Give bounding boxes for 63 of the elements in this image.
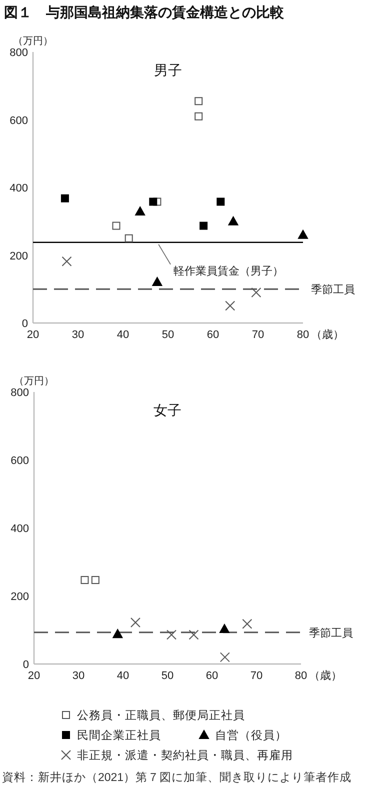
point	[298, 230, 308, 239]
x-tick-label: 30	[72, 329, 84, 341]
text: 男子	[154, 62, 182, 78]
x-axis-title: （歳）	[309, 669, 342, 682]
point	[228, 216, 238, 226]
x-tick-label: 20	[26, 329, 40, 341]
point	[188, 630, 199, 640]
point	[62, 256, 72, 266]
x-tick-label: 50	[162, 329, 174, 341]
point	[251, 288, 262, 298]
x-tick-label: 30	[72, 670, 85, 682]
x-tick-label: 80	[296, 329, 310, 341]
point	[130, 618, 140, 628]
y-tick-label: 0	[22, 659, 29, 671]
x-tick-label: 20	[28, 670, 40, 682]
x-tick-label: 40	[116, 670, 130, 682]
point	[149, 198, 158, 206]
legend-label: 公務員・正職員、郵便局正社員	[77, 708, 245, 722]
point	[200, 222, 208, 230]
y-tick-label: 0	[22, 318, 28, 330]
point	[124, 234, 133, 242]
point	[91, 576, 100, 584]
y-tick-label: 200	[10, 591, 29, 603]
y-axis-title: （万円）	[14, 376, 54, 387]
x-tick-label: 60	[206, 329, 220, 341]
legend-label: 非正規・派遣・契約社員・職員、再雇用	[77, 748, 293, 762]
y-tick-label: 400	[10, 182, 28, 194]
caption: 図１ 与那国島祖納集落の賃金構造との比較	[4, 4, 285, 20]
x-tick-label: 50	[161, 670, 174, 682]
x-tick-label: 60	[206, 670, 218, 682]
x-tick-label: 70	[250, 670, 263, 682]
x-axis-title: （歳）	[311, 328, 344, 341]
y-tick-label: 200	[10, 250, 28, 262]
point	[194, 112, 203, 120]
point	[152, 277, 162, 286]
y-tick-label: 800	[10, 387, 29, 399]
point	[166, 630, 177, 640]
point	[112, 222, 120, 230]
point	[225, 300, 236, 311]
point	[220, 652, 230, 662]
point	[242, 618, 252, 629]
y-tick-label: 600	[10, 114, 28, 127]
point	[216, 198, 225, 206]
ref-line-label: 季節工員	[311, 283, 355, 296]
y-tick-label: 600	[10, 455, 29, 467]
text: 女子	[154, 402, 182, 418]
x-tick-label: 40	[116, 329, 130, 341]
point	[219, 624, 230, 633]
point	[80, 576, 89, 584]
ref-line-label: 季節工員	[309, 626, 353, 640]
point	[135, 206, 146, 216]
x-tick-label: 70	[252, 329, 264, 341]
x-tick-label: 80	[294, 670, 308, 682]
ref-line-label: 軽作業員賃金（男子）	[174, 265, 284, 278]
point	[60, 194, 69, 202]
legend-label: 自営（役員）	[215, 729, 287, 742]
point	[194, 97, 203, 106]
y-tick-label: 400	[10, 523, 29, 535]
y-tick-label: 800	[10, 47, 28, 59]
legend-label: 民間企業正社員	[77, 729, 161, 742]
y-axis-title: （万円）	[13, 36, 53, 47]
point	[112, 629, 123, 638]
text: 資料：新井ほか（2021）第７図に加筆、聞き取りにより筆者作成	[2, 770, 352, 784]
